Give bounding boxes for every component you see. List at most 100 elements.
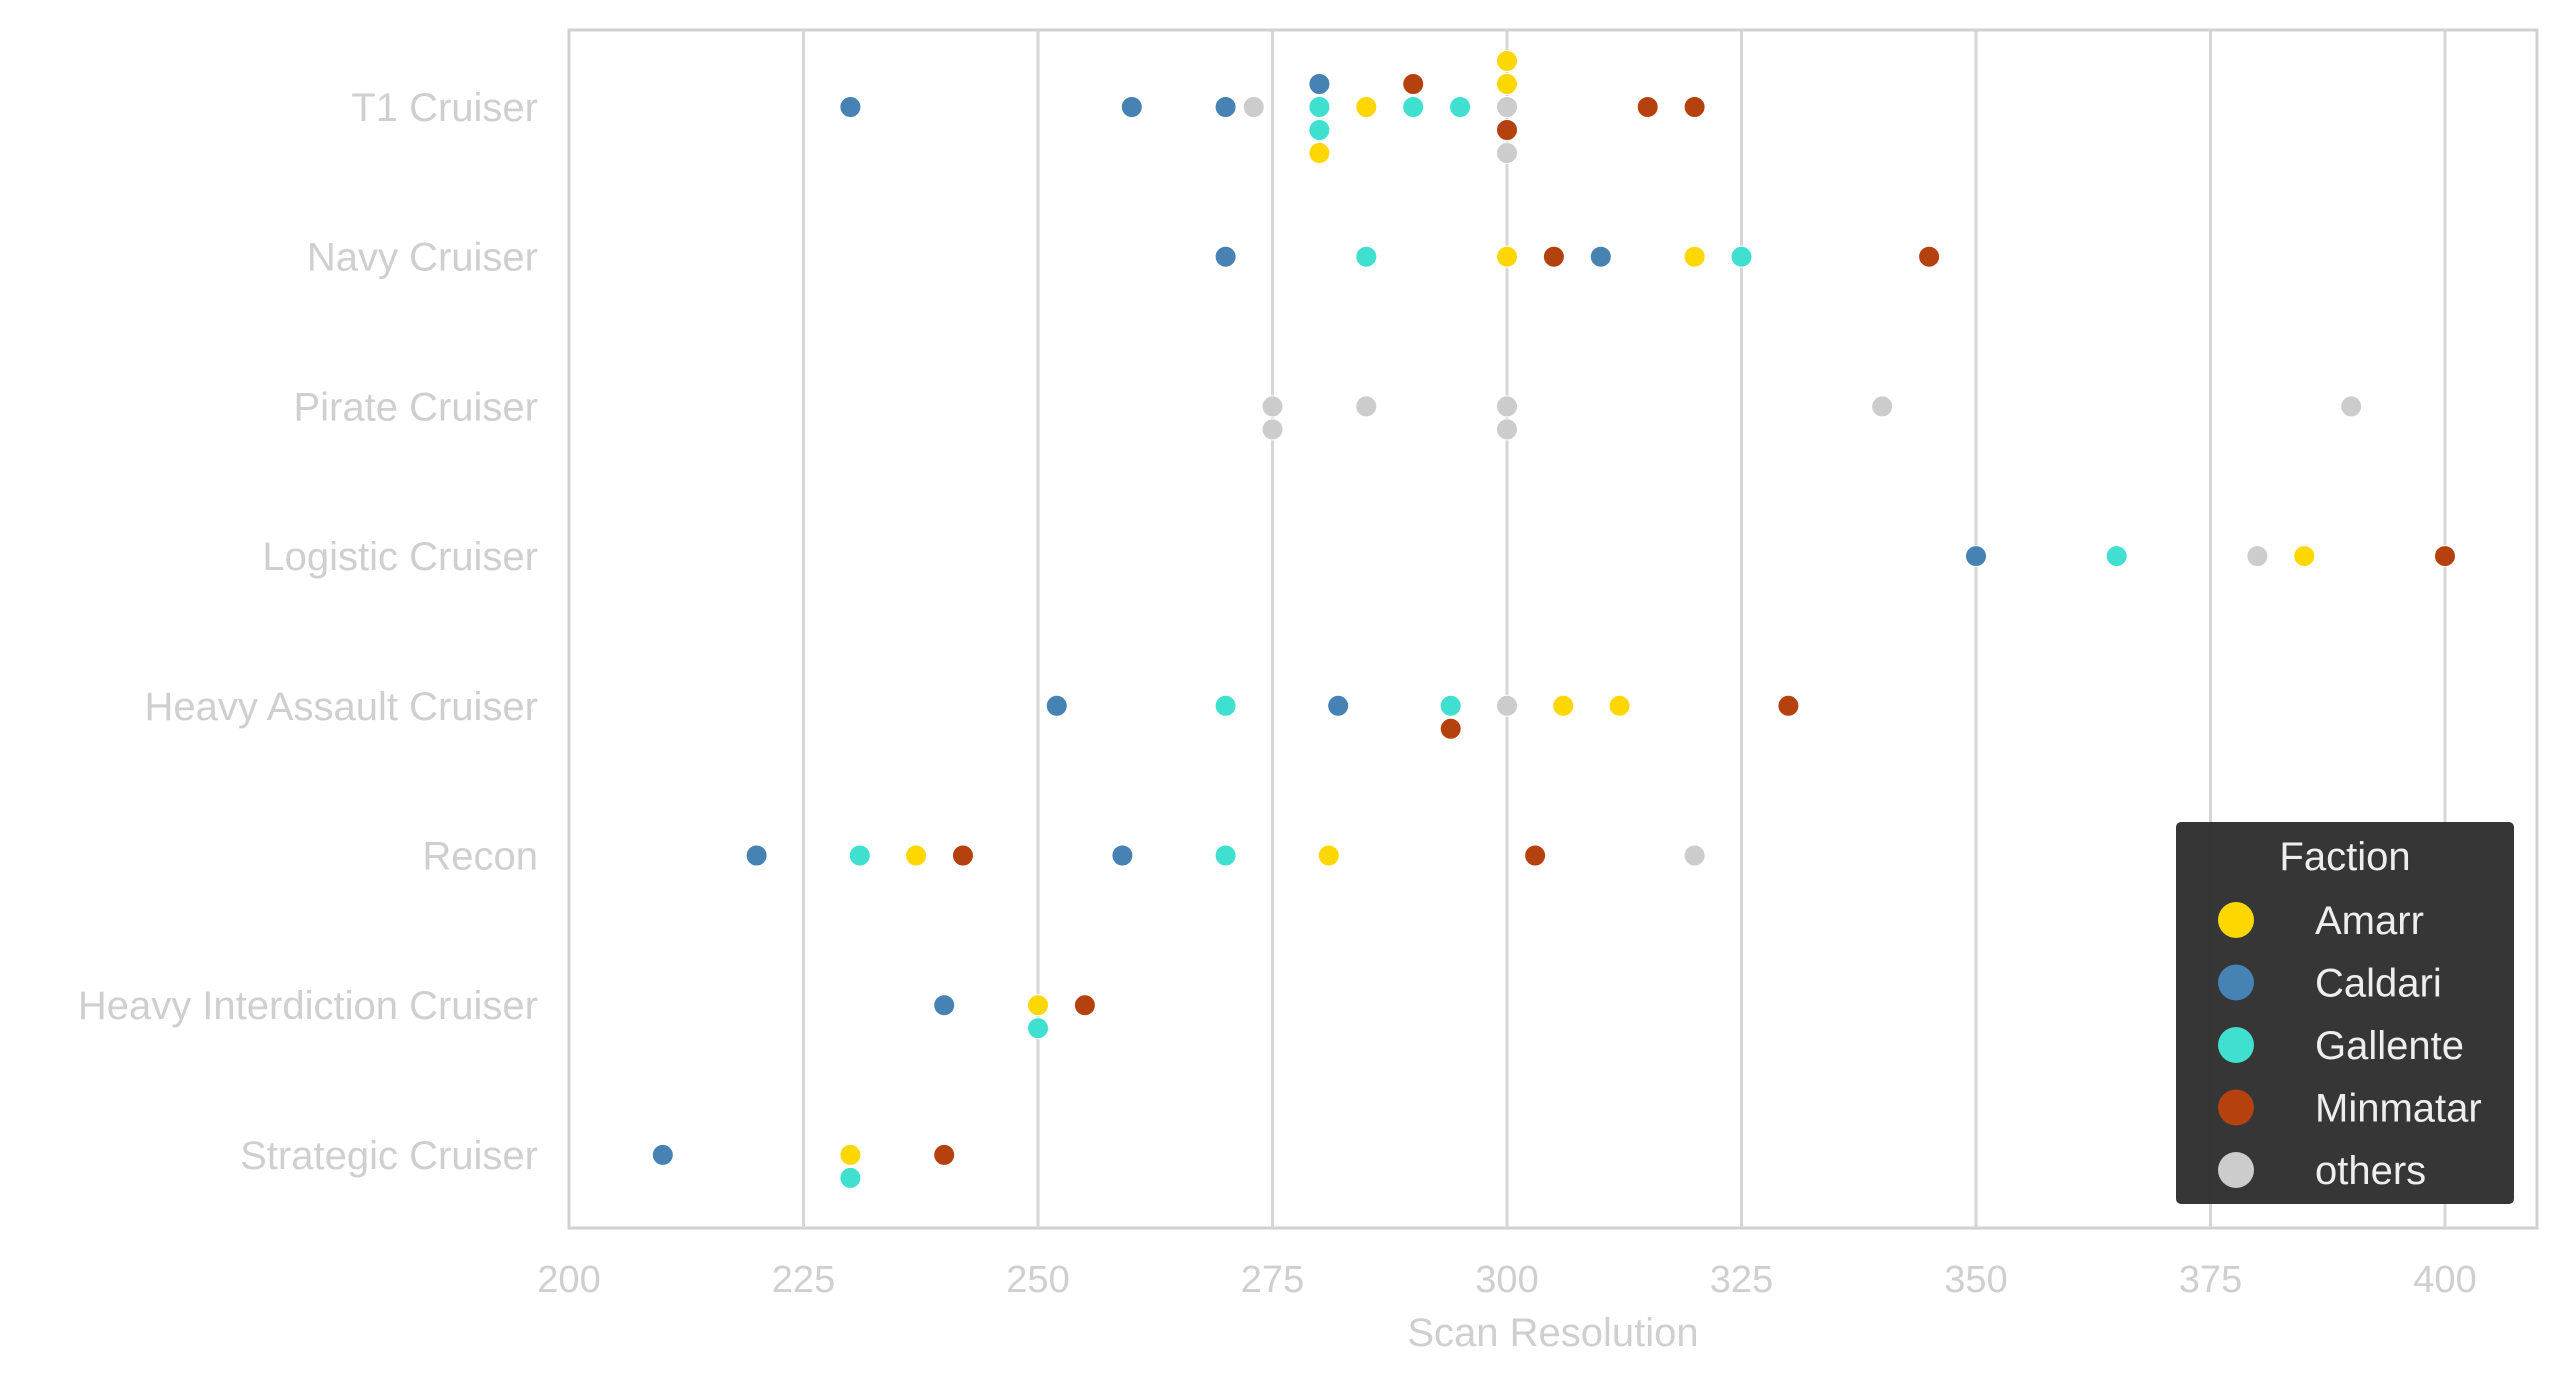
data-point-caldari <box>1965 545 1987 568</box>
data-point-caldari <box>1308 73 1331 95</box>
data-point-caldari <box>1327 694 1350 717</box>
legend-label: Minmatar <box>2315 1087 2482 1131</box>
data-point-minmatar <box>1918 245 1941 268</box>
data-point-amarr <box>839 1143 862 1166</box>
data-point-minmatar <box>1524 844 1547 867</box>
y-tick-label: Logistic Cruiser <box>262 535 538 579</box>
data-point-minmatar <box>1496 119 1518 141</box>
data-point-gallente <box>1439 694 1462 717</box>
y-tick-label: Recon <box>422 835 538 879</box>
data-point-minmatar <box>1542 245 1565 268</box>
data-point-amarr <box>1317 844 1340 867</box>
data-point-minmatar <box>1777 694 1800 717</box>
data-point-gallente <box>839 1166 862 1189</box>
y-tick-label: T1 Cruiser <box>351 86 538 130</box>
y-tick-labels: T1 Cruiser Navy Cruiser Pirate Cruiser Logi… <box>78 86 538 1178</box>
data-point-others <box>1683 844 1706 867</box>
data-point-minmatar <box>951 844 974 867</box>
data-point-caldari <box>745 844 768 867</box>
data-point-gallente <box>1214 844 1237 867</box>
data-point-others <box>1496 96 1518 118</box>
data-point-minmatar <box>1636 96 1659 118</box>
data-point-others <box>1496 142 1518 164</box>
y-tick-label: Heavy Interdiction Cruiser <box>78 984 538 1028</box>
legend-marker-gallente <box>2218 1027 2254 1063</box>
data-point-amarr <box>1683 245 1706 268</box>
data-point-gallente <box>1730 245 1753 268</box>
x-tick-label: 350 <box>1944 1259 2007 1301</box>
data-point-amarr <box>1496 245 1518 268</box>
data-point-gallente <box>1027 1017 1049 1040</box>
y-tick-label: Heavy Assault Cruiser <box>145 685 538 729</box>
data-point-others <box>1496 418 1518 441</box>
data-point-amarr <box>1552 694 1575 717</box>
data-point-amarr <box>1608 694 1631 717</box>
legend-marker-others <box>2218 1152 2254 1188</box>
data-point-gallente <box>1449 96 1472 118</box>
x-tick-labels: 200 225 250 275 300 325 350 375 400 <box>537 1259 2476 1301</box>
data-point-caldari <box>1045 694 1068 717</box>
data-point-others <box>1242 96 1265 118</box>
data-point-gallente <box>1402 96 1425 118</box>
data-point-caldari <box>1589 245 1612 268</box>
legend-marker-amarr <box>2218 902 2254 938</box>
x-tick-label: 300 <box>1475 1259 1538 1301</box>
data-point-caldari <box>933 994 956 1017</box>
data-point-gallente <box>1308 119 1331 141</box>
legend-title: Faction <box>2279 835 2410 879</box>
data-point-caldari <box>839 96 862 118</box>
legend: Faction Amarr Caldari Gallente Minmatar othe… <box>2176 822 2514 1204</box>
data-point-caldari <box>1214 96 1237 118</box>
data-point-amarr <box>1496 73 1518 95</box>
data-point-amarr <box>905 844 928 867</box>
data-point-amarr <box>2293 545 2316 568</box>
data-point-gallente <box>1355 245 1378 268</box>
data-point-amarr <box>1308 142 1331 164</box>
data-point-amarr <box>1496 50 1518 72</box>
x-tick-label: 375 <box>2179 1259 2242 1301</box>
data-point-others <box>1261 418 1284 441</box>
legend-label: others <box>2315 1149 2426 1193</box>
data-point-caldari <box>1120 96 1143 118</box>
data-point-minmatar <box>1073 994 1096 1017</box>
data-point-minmatar <box>1683 96 1706 118</box>
data-point-others <box>1261 395 1284 418</box>
data-point-others <box>2340 395 2363 418</box>
y-tick-label: Navy Cruiser <box>307 236 538 280</box>
data-point-caldari <box>1214 245 1237 268</box>
data-point-gallente <box>1214 694 1237 717</box>
x-tick-label: 325 <box>1710 1259 1773 1301</box>
data-point-others <box>1871 395 1894 418</box>
legend-box <box>2176 822 2514 1204</box>
x-tick-label: 200 <box>537 1259 600 1301</box>
data-point-minmatar <box>1402 73 1425 95</box>
data-points <box>651 50 2456 1189</box>
data-point-minmatar <box>1439 717 1462 740</box>
data-point-others <box>1496 395 1518 418</box>
data-point-gallente <box>2105 545 2128 568</box>
data-point-caldari <box>651 1143 674 1166</box>
x-tick-label: 275 <box>1241 1259 1304 1301</box>
x-tick-label: 250 <box>1006 1259 1069 1301</box>
y-tick-label: Pirate Cruiser <box>293 385 538 429</box>
data-point-amarr <box>1355 96 1378 118</box>
data-point-minmatar <box>933 1143 956 1166</box>
x-axis-label: Scan Resolution <box>1407 1311 1698 1355</box>
data-point-minmatar <box>2434 545 2456 568</box>
data-point-gallente <box>848 844 871 867</box>
legend-label: Caldari <box>2315 962 2442 1006</box>
data-point-gallente <box>1308 96 1331 118</box>
legend-label: Gallente <box>2315 1024 2464 1068</box>
x-tick-label: 225 <box>772 1259 835 1301</box>
x-tick-label: 400 <box>2413 1259 2476 1301</box>
data-point-amarr <box>1027 994 1049 1017</box>
data-point-others <box>2246 545 2269 568</box>
data-point-caldari <box>1111 844 1134 867</box>
legend-marker-minmatar <box>2218 1089 2254 1126</box>
legend-marker-caldari <box>2218 964 2254 1001</box>
y-tick-label: Strategic Cruiser <box>240 1134 538 1178</box>
data-point-others <box>1496 694 1518 717</box>
data-point-others <box>1355 395 1378 418</box>
legend-label: Amarr <box>2315 899 2424 943</box>
